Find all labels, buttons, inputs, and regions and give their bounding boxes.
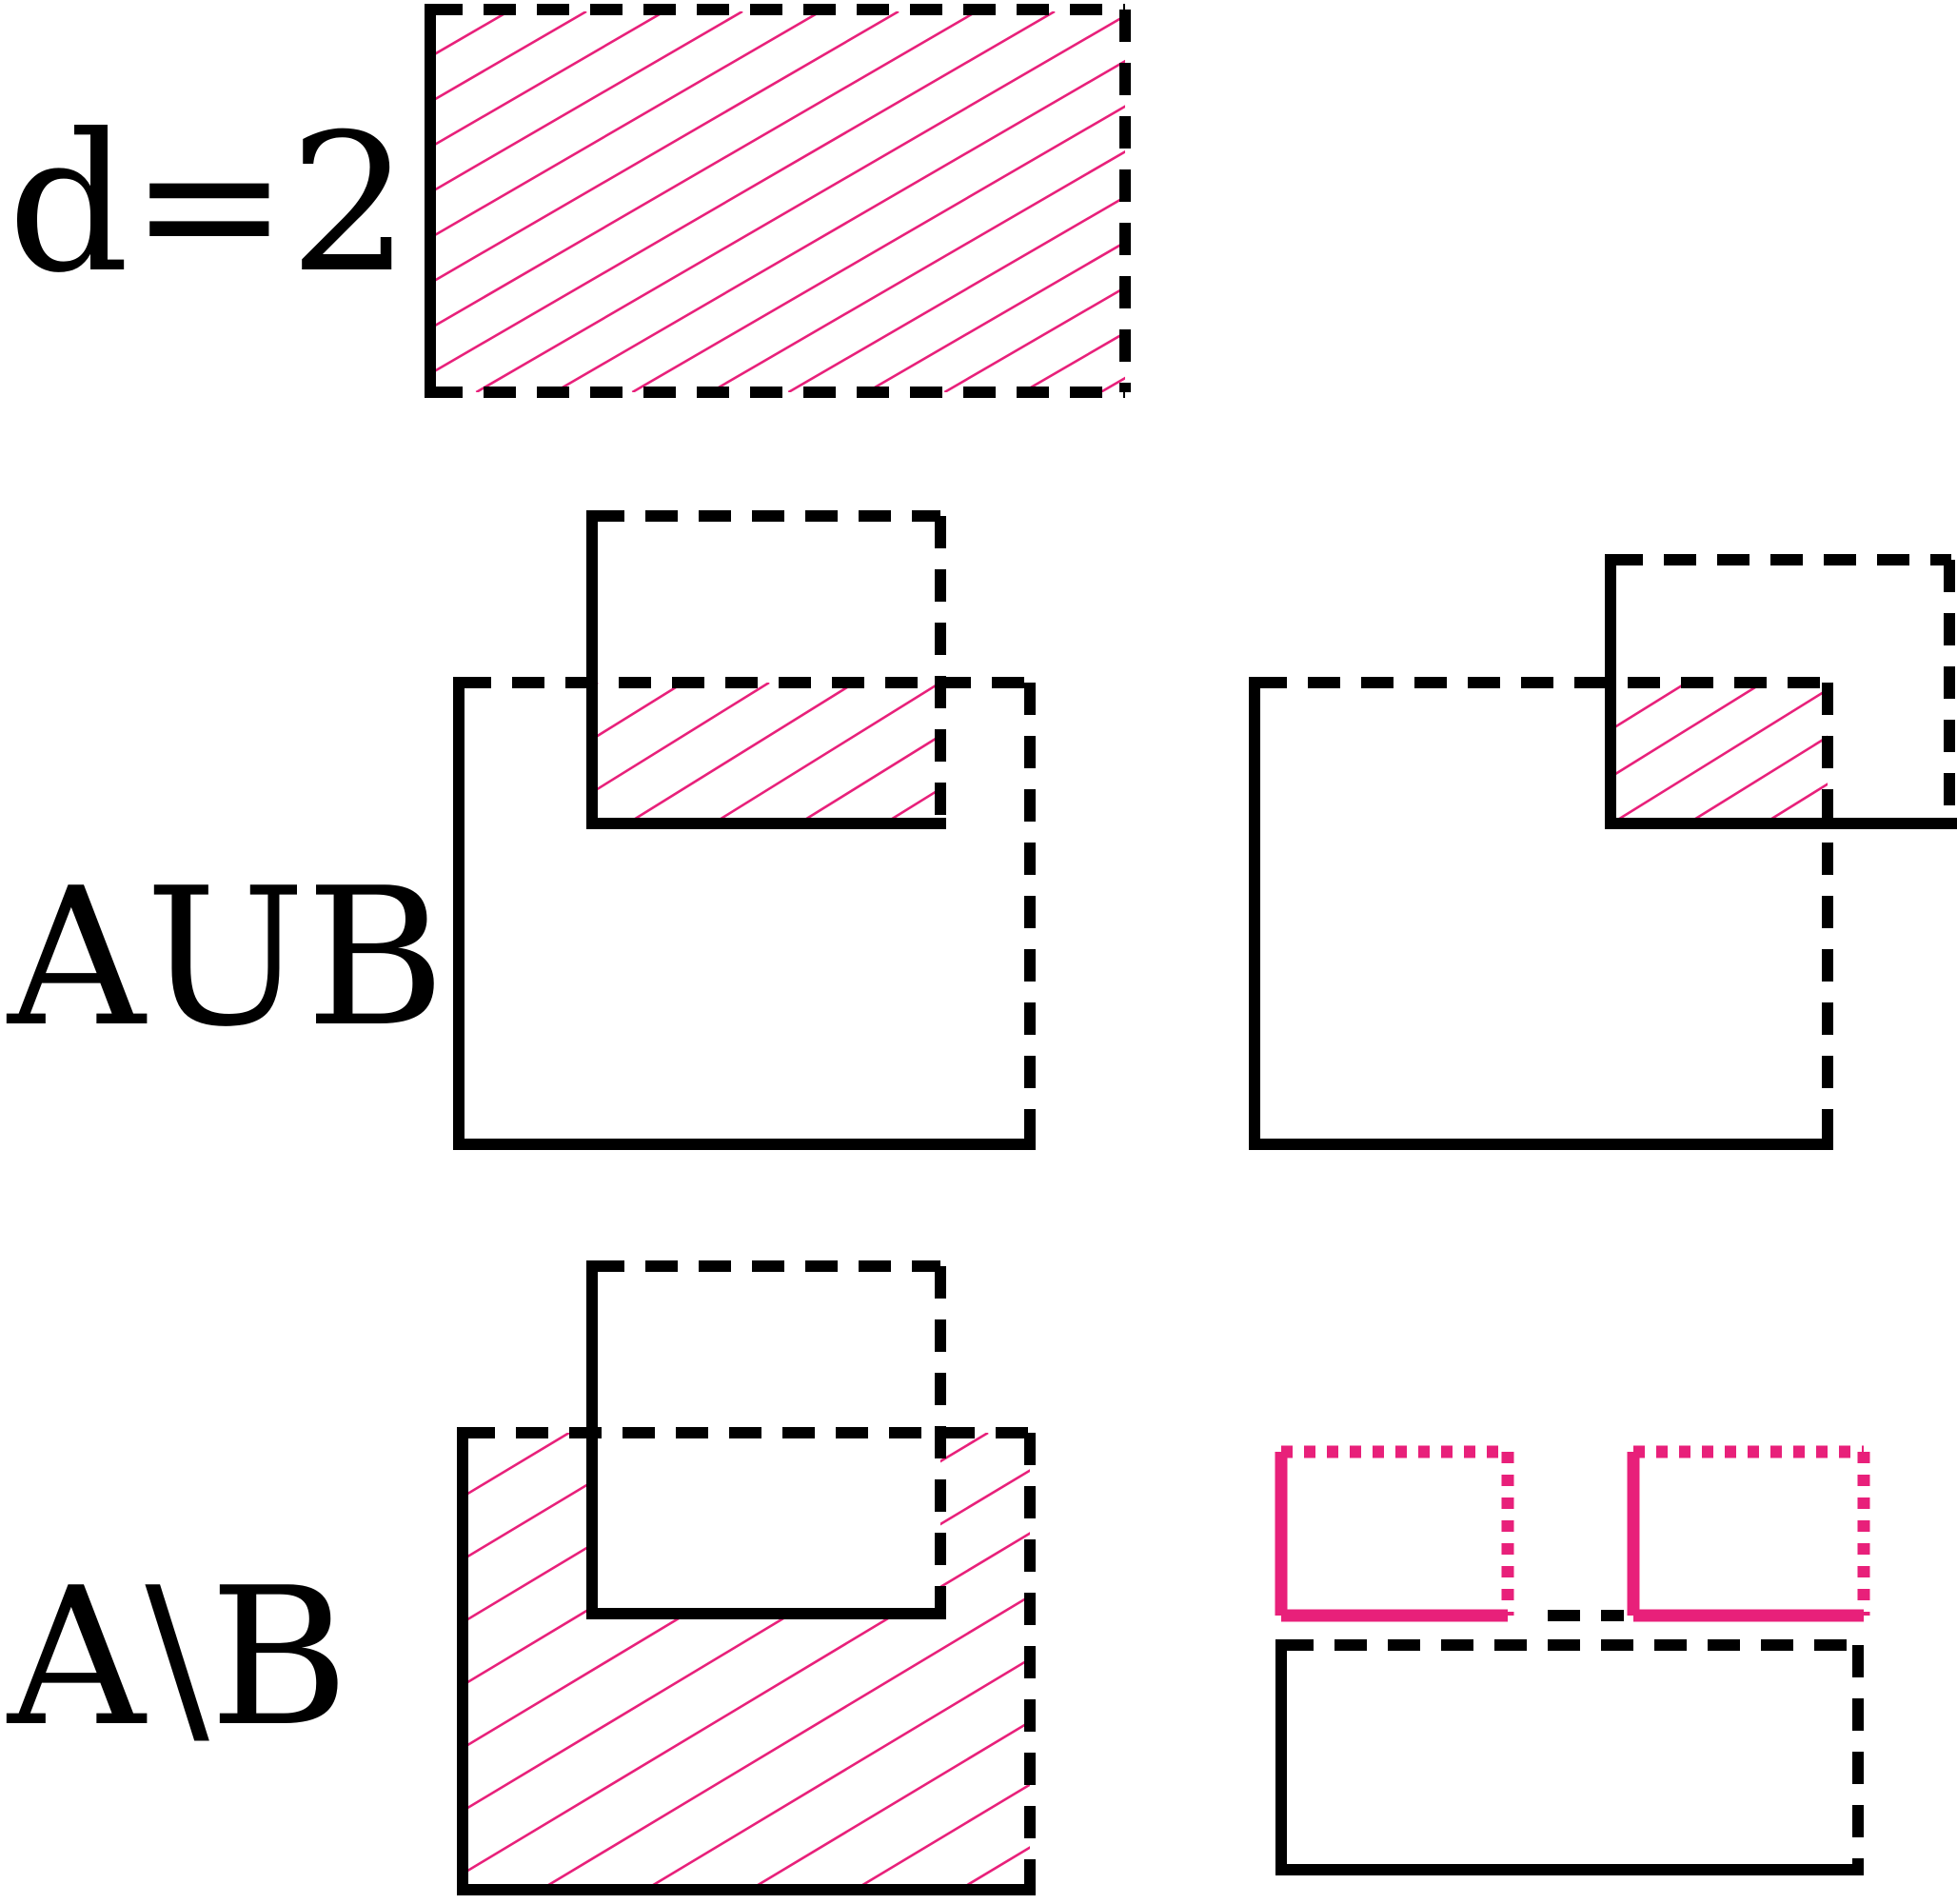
hatch-line bbox=[865, 240, 1125, 392]
hatch-line bbox=[961, 1433, 1030, 1888]
label-a-union-b: AUB bbox=[6, 847, 445, 1069]
difference-decomposition bbox=[1275, 1445, 1870, 1875]
hatch-line bbox=[430, 11, 978, 330]
half-open-rectangle-2d bbox=[425, 4, 1835, 398]
hatch-line bbox=[430, 11, 821, 240]
hatch-line bbox=[1178, 11, 1835, 392]
hatch-line bbox=[1383, 683, 1611, 823]
hatch-line bbox=[465, 1433, 675, 1888]
hatch-line bbox=[430, 11, 587, 104]
hatch-line bbox=[430, 11, 665, 149]
hatch-line bbox=[475, 14, 1125, 392]
hatch-line bbox=[430, 11, 899, 285]
hatch-line bbox=[598, 683, 684, 738]
hatch-fill-2d bbox=[430, 11, 1835, 392]
hatch-line bbox=[1067, 1433, 1826, 1888]
hatch-line bbox=[465, 1433, 1030, 1888]
hatch-line bbox=[798, 734, 940, 823]
hatch-line bbox=[1687, 735, 1828, 823]
hatch-fill-intersection-right bbox=[1383, 683, 1957, 823]
hatch-line bbox=[1611, 683, 1688, 732]
label-a-minus-b: A\B bbox=[6, 1547, 349, 1769]
hatch-line bbox=[465, 1433, 1030, 1888]
hatch-line bbox=[430, 11, 1056, 375]
union-overlap-left bbox=[453, 510, 1197, 1150]
hatch-line bbox=[1763, 783, 1828, 823]
union-overlap-right bbox=[1249, 554, 1957, 1150]
hatch-line bbox=[1611, 683, 1764, 779]
hatch-line bbox=[598, 683, 770, 791]
hatch-line bbox=[1611, 687, 1828, 823]
hatch-line bbox=[543, 1433, 1030, 1888]
hatch-line bbox=[787, 195, 1125, 392]
hatch-line bbox=[631, 105, 1125, 392]
hatch-line bbox=[1840, 683, 1957, 823]
hatch-line bbox=[553, 59, 1125, 392]
hatch-line bbox=[752, 1433, 1030, 1888]
hatch-line bbox=[709, 149, 1125, 392]
hatch-line bbox=[970, 683, 1197, 823]
hatch-line bbox=[430, 11, 743, 194]
hatch-line bbox=[1099, 376, 1125, 392]
hatch-line bbox=[943, 286, 1125, 392]
hatch-fill-intersection-left bbox=[598, 683, 1197, 823]
hatch-line bbox=[883, 787, 940, 823]
label-d-equals-2: d=2 bbox=[8, 93, 410, 315]
hatch-line bbox=[626, 683, 856, 823]
hatch-line bbox=[857, 1433, 1030, 1888]
hatch-line bbox=[598, 683, 599, 684]
hatch-line bbox=[712, 683, 940, 823]
